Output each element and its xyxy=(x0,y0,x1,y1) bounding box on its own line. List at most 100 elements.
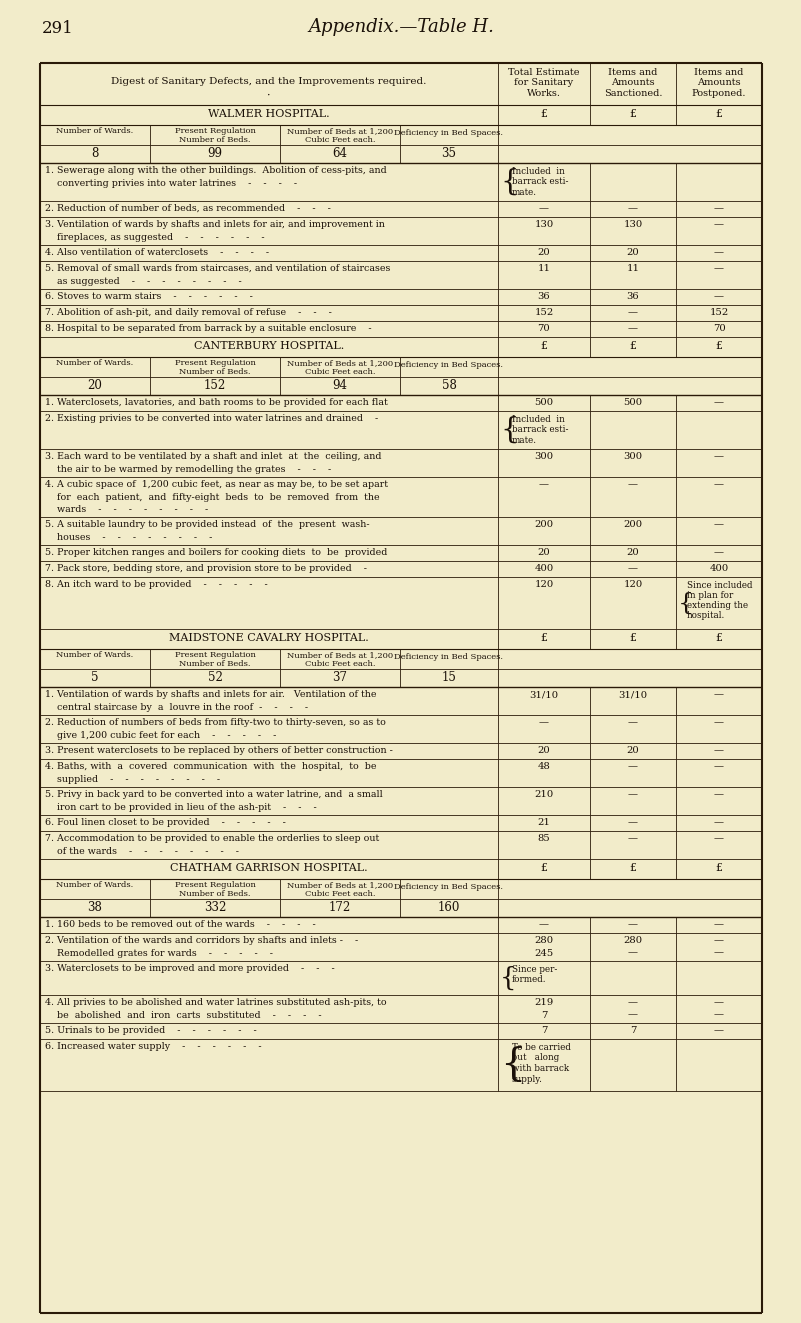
Text: Deficiency in Bed Spaces.: Deficiency in Bed Spaces. xyxy=(395,882,504,890)
Text: 3. Present waterclosets to be replaced by others of better construction -: 3. Present waterclosets to be replaced b… xyxy=(45,746,392,755)
Text: 7: 7 xyxy=(541,1027,547,1035)
Text: —: — xyxy=(628,762,638,771)
Text: —: — xyxy=(714,204,724,213)
Text: 200: 200 xyxy=(534,520,553,529)
Text: 3. Waterclosets to be improved and more provided    -    -    -: 3. Waterclosets to be improved and more … xyxy=(45,964,335,972)
Text: 8: 8 xyxy=(91,147,99,160)
Text: Number of Wards.: Number of Wards. xyxy=(56,651,134,659)
Text: of the wards    -    -    -    -    -    -    -    -: of the wards - - - - - - - - xyxy=(45,847,239,856)
Text: 5. Urinals to be provided    -    -    -    -    -    -: 5. Urinals to be provided - - - - - - xyxy=(45,1027,257,1035)
Text: —: — xyxy=(628,308,638,318)
Text: £: £ xyxy=(630,108,637,119)
Text: —: — xyxy=(714,548,724,557)
Text: 64: 64 xyxy=(332,147,348,160)
Text: 332: 332 xyxy=(203,901,226,914)
Text: —: — xyxy=(539,204,549,213)
Text: 15: 15 xyxy=(441,671,457,684)
Text: 210: 210 xyxy=(534,790,553,799)
Text: 37: 37 xyxy=(332,671,348,684)
Text: wards    -    -    -    -    -    -    -    -: wards - - - - - - - - xyxy=(45,505,208,515)
Text: —: — xyxy=(628,833,638,843)
Text: 3. Each ward to be ventilated by a shaft and inlet  at  the  ceiling, and: 3. Each ward to be ventilated by a shaft… xyxy=(45,452,381,460)
Text: 20: 20 xyxy=(537,247,550,257)
Text: 35: 35 xyxy=(441,147,457,160)
Text: 20: 20 xyxy=(626,746,639,755)
Text: £: £ xyxy=(715,341,723,351)
Text: —: — xyxy=(714,220,724,229)
Text: 4. All privies to be abolished and water latrines substituted ash-pits, to: 4. All privies to be abolished and water… xyxy=(45,998,387,1007)
Text: houses    -    -    -    -    -    -    -    -: houses - - - - - - - - xyxy=(45,532,212,541)
Text: 245: 245 xyxy=(534,949,553,958)
Text: 172: 172 xyxy=(329,901,351,914)
Text: 120: 120 xyxy=(623,579,642,589)
Text: Appendix.—Table H.: Appendix.—Table H. xyxy=(308,19,494,36)
Text: 7. Abolition of ash-pit, and daily removal of refuse    -    -    -: 7. Abolition of ash-pit, and daily remov… xyxy=(45,308,332,318)
Text: {: { xyxy=(500,415,518,445)
Text: —: — xyxy=(714,833,724,843)
Text: Deficiency in Bed Spaces.: Deficiency in Bed Spaces. xyxy=(395,361,504,369)
Text: £: £ xyxy=(541,108,548,119)
Text: 2. Reduction of numbers of beds from fifty-two to thirty-seven, so as to: 2. Reduction of numbers of beds from fif… xyxy=(45,718,386,728)
Text: 4. A cubic space of  1,200 cubic feet, as near as may be, to be set apart: 4. A cubic space of 1,200 cubic feet, as… xyxy=(45,480,388,490)
Text: give 1,200 cubic feet for each    -    -    -    -    -: give 1,200 cubic feet for each - - - - - xyxy=(45,730,276,740)
Text: 1. Waterclosets, lavatories, and bath rooms to be provided for each flat: 1. Waterclosets, lavatories, and bath ro… xyxy=(45,398,388,407)
Text: Remodelled grates for wards    -    -    -    -    -: Remodelled grates for wards - - - - - xyxy=(45,949,273,958)
Text: 291: 291 xyxy=(42,20,74,37)
Text: for  each  patient,  and  fifty-eight  beds  to  be  removed  from  the: for each patient, and fifty-eight beds t… xyxy=(45,492,380,501)
Text: 5. A suitable laundry to be provided instead  of  the  present  wash-: 5. A suitable laundry to be provided ins… xyxy=(45,520,369,529)
Text: 6. Foul linen closet to be provided    -    -    -    -    -: 6. Foul linen closet to be provided - - … xyxy=(45,818,286,827)
Text: 1. Ventilation of wards by shafts and inlets for air.   Ventilation of the: 1. Ventilation of wards by shafts and in… xyxy=(45,691,376,699)
Text: Number of Wards.: Number of Wards. xyxy=(56,127,134,135)
Text: —: — xyxy=(714,1011,724,1020)
Text: 3. Ventilation of wards by shafts and inlets for air, and improvement in: 3. Ventilation of wards by shafts and in… xyxy=(45,220,384,229)
Text: Number of Wards.: Number of Wards. xyxy=(56,359,134,366)
Text: converting privies into water latrines    -    -    -    -: converting privies into water latrines -… xyxy=(45,179,297,188)
Text: 5: 5 xyxy=(91,671,99,684)
Text: 300: 300 xyxy=(534,452,553,460)
Text: 20: 20 xyxy=(537,548,550,557)
Text: —: — xyxy=(628,949,638,958)
Text: —: — xyxy=(714,746,724,755)
Text: —: — xyxy=(714,691,724,699)
Text: 20: 20 xyxy=(537,746,550,755)
Text: —: — xyxy=(714,935,724,945)
Text: in plan for: in plan for xyxy=(687,591,733,601)
Text: 6. Stoves to warm stairs    -    -    -    -    -    -: 6. Stoves to warm stairs - - - - - - xyxy=(45,292,253,302)
Text: 5. Proper kitchen ranges and boilers for cooking diets  to  be  provided: 5. Proper kitchen ranges and boilers for… xyxy=(45,548,388,557)
Text: —: — xyxy=(714,718,724,728)
Text: 99: 99 xyxy=(207,147,223,160)
Text: Present Regulation
Number of Beds.: Present Regulation Number of Beds. xyxy=(175,127,256,144)
Text: supplied    -    -    -    -    -    -    -    -: supplied - - - - - - - - xyxy=(45,774,220,783)
Text: MAIDSTONE CAVALRY HOSPITAL.: MAIDSTONE CAVALRY HOSPITAL. xyxy=(169,632,369,643)
Text: 500: 500 xyxy=(534,398,553,407)
Text: —: — xyxy=(628,564,638,573)
Text: CANTERBURY HOSPITAL.: CANTERBURY HOSPITAL. xyxy=(194,341,344,351)
Text: 152: 152 xyxy=(204,378,226,392)
Text: 8. An itch ward to be provided    -    -    -    -    -: 8. An itch ward to be provided - - - - - xyxy=(45,579,268,589)
Text: Present Regulation
Number of Beds.: Present Regulation Number of Beds. xyxy=(175,359,256,376)
Text: —: — xyxy=(714,790,724,799)
Text: —: — xyxy=(628,204,638,213)
Text: Items and
Amounts
Sanctioned.: Items and Amounts Sanctioned. xyxy=(604,67,662,98)
Text: the air to be warmed by remodelling the grates    -    -    -: the air to be warmed by remodelling the … xyxy=(45,464,332,474)
Text: —: — xyxy=(714,919,724,929)
Text: 1. Sewerage along with the other buildings.  Abolition of cess-pits, and: 1. Sewerage along with the other buildin… xyxy=(45,165,387,175)
Text: 20: 20 xyxy=(626,548,639,557)
Text: 31/10: 31/10 xyxy=(618,691,647,699)
Text: 85: 85 xyxy=(537,833,550,843)
Text: 2. Ventilation of the wards and corridors by shafts and inlets -    -: 2. Ventilation of the wards and corridor… xyxy=(45,935,358,945)
Text: CHATHAM GARRISON HOSPITAL.: CHATHAM GARRISON HOSPITAL. xyxy=(170,863,368,873)
Text: —: — xyxy=(628,480,638,490)
Text: —: — xyxy=(539,718,549,728)
Text: 4. Baths, with  a  covered  communication  with  the  hospital,  to  be: 4. Baths, with a covered communication w… xyxy=(45,762,376,771)
Text: 94: 94 xyxy=(332,378,348,392)
Text: 38: 38 xyxy=(87,901,103,914)
Text: —: — xyxy=(714,520,724,529)
Text: {: { xyxy=(500,1046,525,1084)
Text: 200: 200 xyxy=(623,520,642,529)
Text: Digest of Sanitary Defects, and the Improvements required.: Digest of Sanitary Defects, and the Impr… xyxy=(111,77,427,86)
Text: 130: 130 xyxy=(534,220,553,229)
Text: WALMER HOSPITAL.: WALMER HOSPITAL. xyxy=(208,108,330,119)
Text: 8. Hospital to be separated from barrack by a suitable enclosure    -: 8. Hospital to be separated from barrack… xyxy=(45,324,372,333)
Text: £: £ xyxy=(715,632,723,643)
